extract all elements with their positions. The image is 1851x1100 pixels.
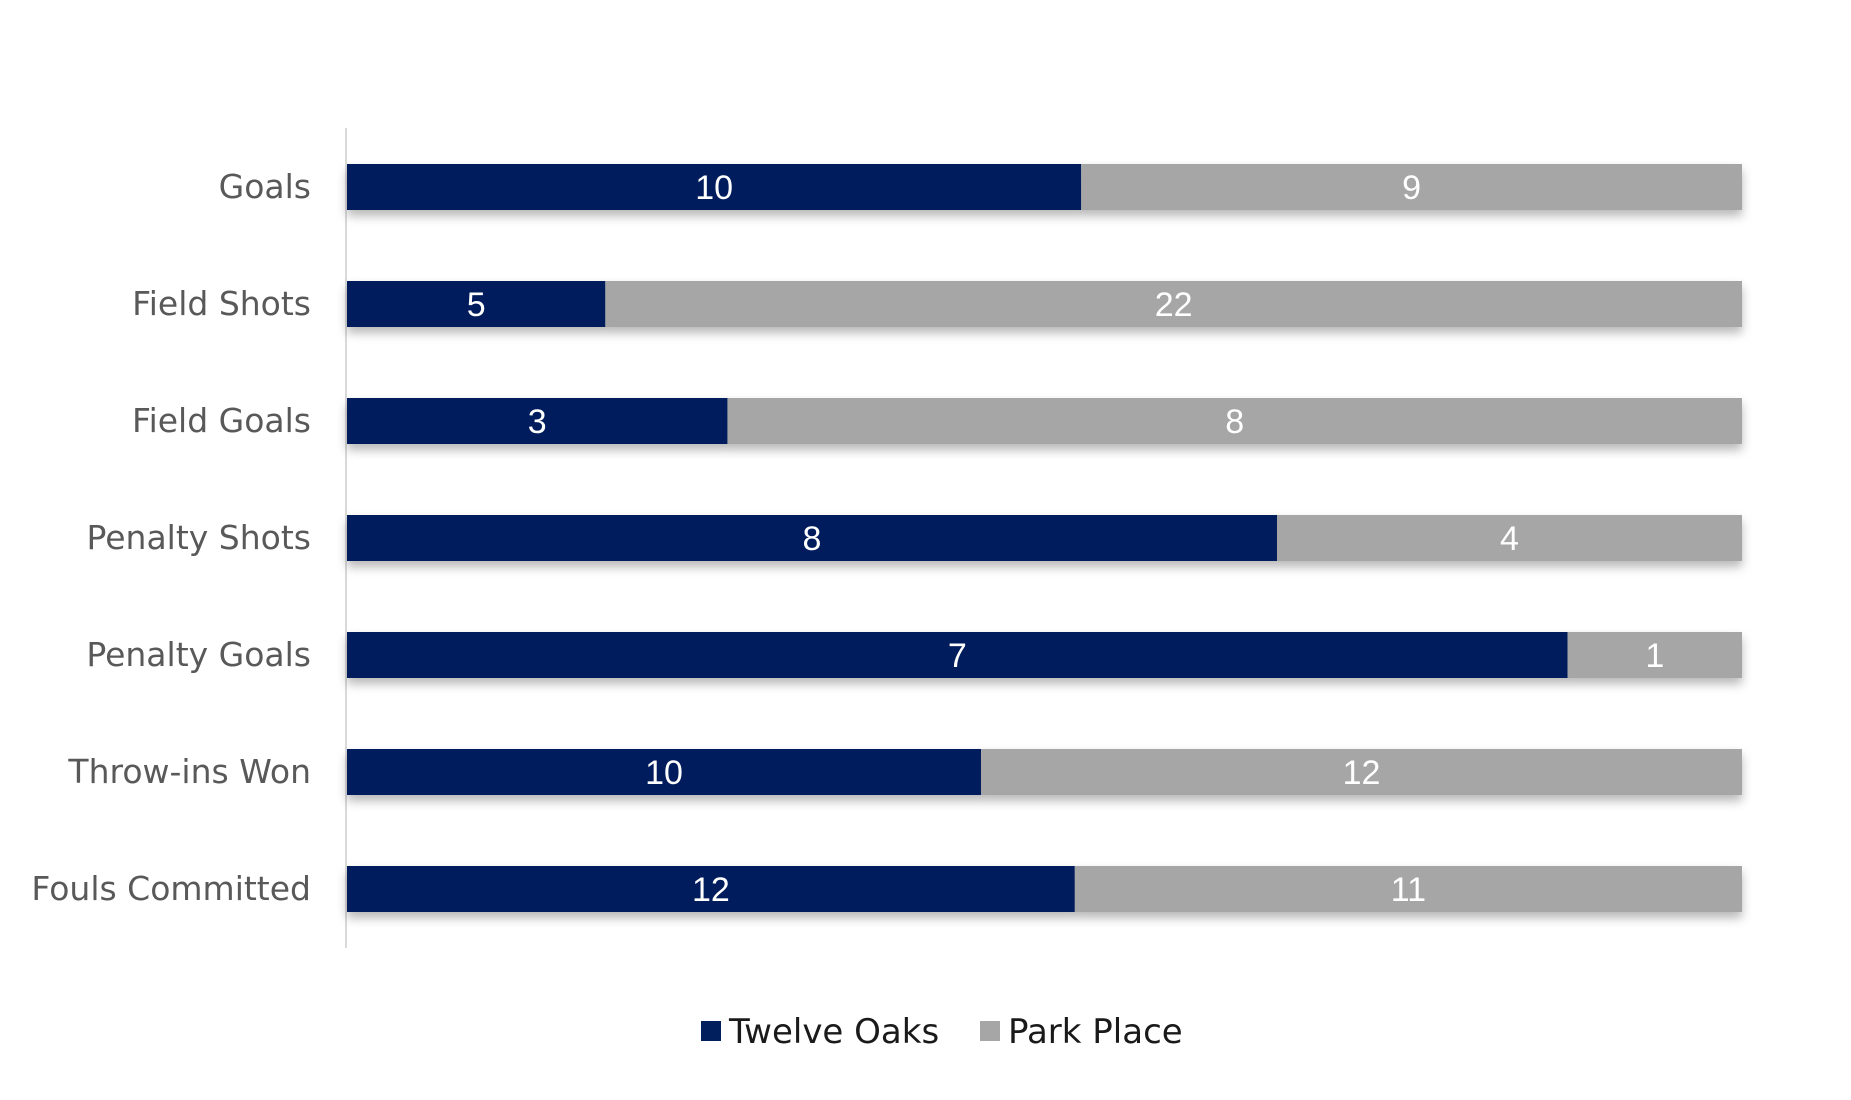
data-label: 10 <box>645 754 683 792</box>
data-label: 7 <box>948 637 967 675</box>
bar-group <box>347 281 1743 327</box>
data-label: 11 <box>1391 871 1426 909</box>
data-label: 22 <box>1155 286 1193 324</box>
legend-swatch <box>980 1021 1000 1041</box>
bar-group <box>347 164 1742 210</box>
category-label: Throw-ins Won <box>67 752 311 791</box>
category-label: Field Goals <box>132 401 311 440</box>
bar-group <box>347 515 1742 561</box>
data-label: 8 <box>803 520 822 558</box>
legend: Twelve Oaks Park Place <box>701 1012 1183 1052</box>
bar-segment-park-place <box>605 281 1743 327</box>
bar-segment-twelve-oaks <box>347 632 1568 678</box>
category-label: Field Shots <box>132 284 311 323</box>
bar-segment-twelve-oaks <box>347 866 1075 912</box>
data-label: 4 <box>1500 520 1519 558</box>
category-label: Goals <box>219 167 311 206</box>
bar-group <box>347 749 1742 795</box>
bars-layer: 10 9 5 22 3 8 8 4 7 1 10 12 12 11 <box>347 164 1743 912</box>
bar-segment-park-place <box>981 749 1742 795</box>
data-label: 5 <box>467 286 486 324</box>
legend-label: Park Place <box>1008 1012 1183 1052</box>
data-label: 8 <box>1225 403 1244 441</box>
bar-group <box>347 866 1742 912</box>
bar-segment-twelve-oaks <box>347 281 606 327</box>
bar-segment-park-place <box>1081 164 1742 210</box>
category-labels: Goals Field Shots Field Goals Penalty Shots… <box>31 167 311 908</box>
category-label: Penalty Goals <box>86 635 311 674</box>
data-label: 9 <box>1402 169 1421 207</box>
bar-segment-park-place <box>1567 632 1742 678</box>
data-label: 10 <box>695 169 733 207</box>
bar-segment-park-place <box>1074 866 1742 912</box>
bar-segment-park-place <box>727 398 1742 444</box>
legend-label: Twelve Oaks <box>728 1012 939 1052</box>
data-label: 1 <box>1645 637 1664 675</box>
data-label: 12 <box>692 871 730 909</box>
data-label: 12 <box>1343 754 1381 792</box>
data-label: 3 <box>528 403 547 441</box>
category-label: Fouls Committed <box>31 869 311 908</box>
bar-segment-twelve-oaks <box>347 749 982 795</box>
bar-segment-twelve-oaks <box>347 515 1277 561</box>
bar-segment-twelve-oaks <box>347 164 1082 210</box>
bar-group <box>347 632 1742 678</box>
legend-swatch <box>701 1021 721 1041</box>
bar-segment-park-place <box>1277 515 1742 561</box>
bar-segment-twelve-oaks <box>347 398 728 444</box>
category-label: Penalty Shots <box>87 518 311 557</box>
bar-group <box>347 398 1742 444</box>
